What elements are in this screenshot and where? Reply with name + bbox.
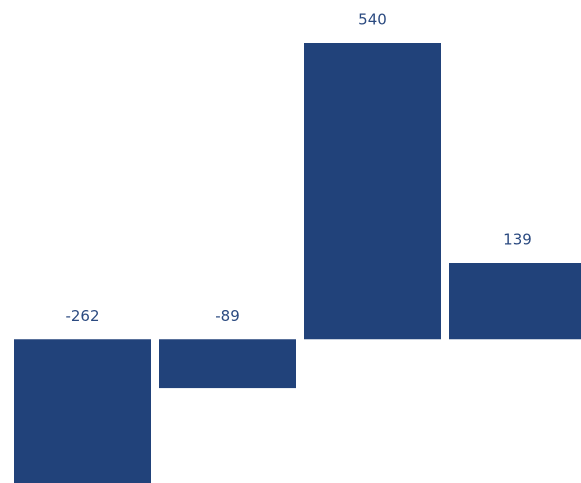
value-label: -89 — [215, 307, 240, 325]
bar — [449, 263, 581, 340]
bar — [14, 339, 151, 483]
value-label: 139 — [503, 231, 532, 249]
bar — [159, 339, 296, 389]
bar — [304, 43, 441, 340]
value-label: 540 — [358, 11, 387, 29]
value-label: -262 — [65, 307, 99, 325]
